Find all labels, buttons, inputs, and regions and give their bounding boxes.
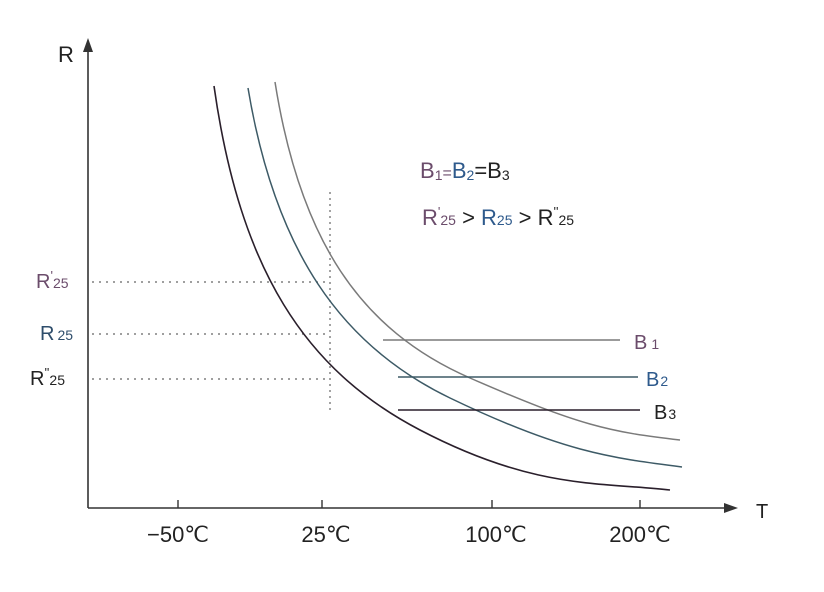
x-tick-label-200: 200℃ [609,522,670,547]
curve-b2 [247,87,683,468]
x-axis-label: T [756,501,768,523]
x-axis-arrow [724,503,738,513]
y-level-label-r25: R 25 [40,323,73,345]
y-level-label-r25-prime: R'25 [36,268,69,293]
r-inequality: R'25 > R25 > R''25 [422,204,574,230]
x-tick-label-100: 100℃ [465,522,526,547]
y-level-label-r25-dprime: R''25 [30,365,65,390]
curve-b3 [213,85,671,491]
x-tick-label-25: 25℃ [301,522,350,547]
curve-b3-label: B3 [654,402,676,424]
x-tick-label-minus50: −50℃ [147,522,209,547]
b-equation: B1=B2=B3 [420,158,510,183]
curve-b1 [274,81,681,441]
y-axis-label: R [58,42,74,67]
y-axis-arrow [83,38,93,52]
curve-b2-label: B2 [646,369,668,391]
